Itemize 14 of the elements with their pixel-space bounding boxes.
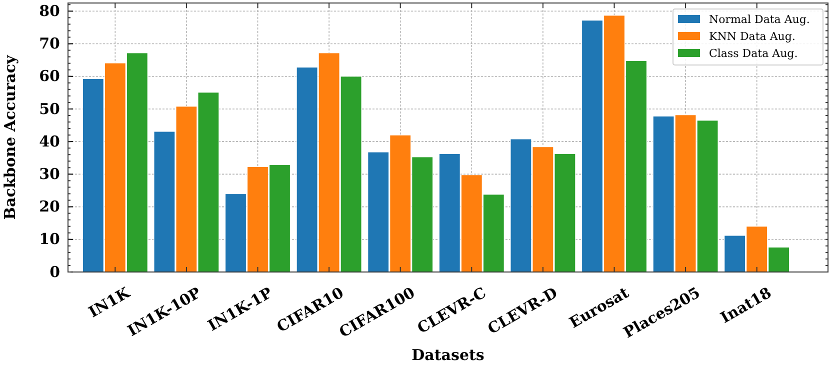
legend-label: Class Data Aug.	[709, 47, 798, 60]
y-tick-label: 60	[39, 67, 60, 86]
x-axis-title: Datasets	[412, 346, 484, 364]
y-tick-label: 30	[39, 164, 60, 183]
y-tick-label: 0	[50, 262, 60, 281]
y-tick-label: 10	[39, 230, 60, 248]
y-tick-label: 20	[39, 198, 60, 216]
y-tick-label: 70	[39, 34, 60, 53]
y-axis-title: Backbone Accuracy	[1, 54, 19, 220]
legend-label: KNN Data Aug.	[709, 30, 796, 43]
legend-label: Normal Data Aug.	[709, 13, 810, 26]
y-tick-label: 40	[39, 132, 60, 150]
y-tick-label: 80	[39, 2, 60, 20]
y-tick-label: 50	[39, 100, 60, 118]
